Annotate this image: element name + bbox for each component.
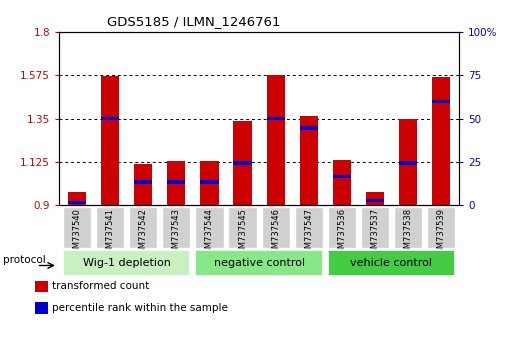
Text: GSM737544: GSM737544 xyxy=(205,208,214,259)
Bar xyxy=(267,75,285,205)
Text: GSM737541: GSM737541 xyxy=(106,208,115,259)
Bar xyxy=(294,207,323,248)
Bar xyxy=(167,161,186,205)
Text: GSM737546: GSM737546 xyxy=(271,208,280,259)
Bar xyxy=(328,250,455,276)
Bar xyxy=(262,207,290,248)
Text: GSM737536: GSM737536 xyxy=(337,208,346,259)
Bar xyxy=(96,207,124,248)
Bar xyxy=(394,207,422,248)
Text: GDS5185 / ILMN_1246761: GDS5185 / ILMN_1246761 xyxy=(107,15,281,28)
Text: vehicle control: vehicle control xyxy=(350,258,432,268)
Bar xyxy=(228,207,256,248)
Bar xyxy=(101,117,120,120)
Bar xyxy=(300,116,318,205)
Bar xyxy=(432,99,450,103)
Bar xyxy=(167,181,186,184)
Bar xyxy=(201,161,219,205)
Bar xyxy=(201,181,219,184)
Bar xyxy=(68,201,86,204)
Bar xyxy=(328,207,356,248)
Bar xyxy=(366,199,384,202)
Bar xyxy=(427,207,455,248)
Bar xyxy=(332,175,351,178)
Bar xyxy=(134,164,152,205)
Bar xyxy=(361,207,389,248)
Bar xyxy=(399,119,417,205)
Bar xyxy=(366,192,384,205)
Bar xyxy=(300,126,318,130)
Bar xyxy=(129,207,157,248)
Bar xyxy=(267,117,285,120)
Bar xyxy=(35,302,48,314)
Bar xyxy=(432,77,450,205)
Bar xyxy=(195,207,224,248)
Text: GSM737542: GSM737542 xyxy=(139,208,148,259)
Text: GSM737545: GSM737545 xyxy=(238,208,247,259)
Bar xyxy=(63,207,91,248)
Text: GSM737537: GSM737537 xyxy=(370,208,379,259)
Bar xyxy=(68,192,86,205)
Text: GSM737539: GSM737539 xyxy=(437,208,445,259)
Bar xyxy=(233,120,251,205)
Text: percentile rank within the sample: percentile rank within the sample xyxy=(52,303,228,313)
Text: protocol: protocol xyxy=(3,255,46,265)
Text: negative control: negative control xyxy=(213,258,305,268)
Text: Wig-1 depletion: Wig-1 depletion xyxy=(83,258,171,268)
Bar xyxy=(399,161,417,165)
Text: GSM737538: GSM737538 xyxy=(403,208,412,259)
Bar xyxy=(233,161,251,165)
Text: transformed count: transformed count xyxy=(52,281,150,291)
Bar xyxy=(332,160,351,205)
Bar xyxy=(101,76,120,205)
Bar xyxy=(162,207,190,248)
Text: GSM737540: GSM737540 xyxy=(73,208,82,259)
Bar xyxy=(134,181,152,184)
Text: GSM737547: GSM737547 xyxy=(304,208,313,259)
Bar xyxy=(195,250,323,276)
Bar xyxy=(35,280,48,292)
Text: GSM737543: GSM737543 xyxy=(172,208,181,259)
Bar xyxy=(63,250,190,276)
